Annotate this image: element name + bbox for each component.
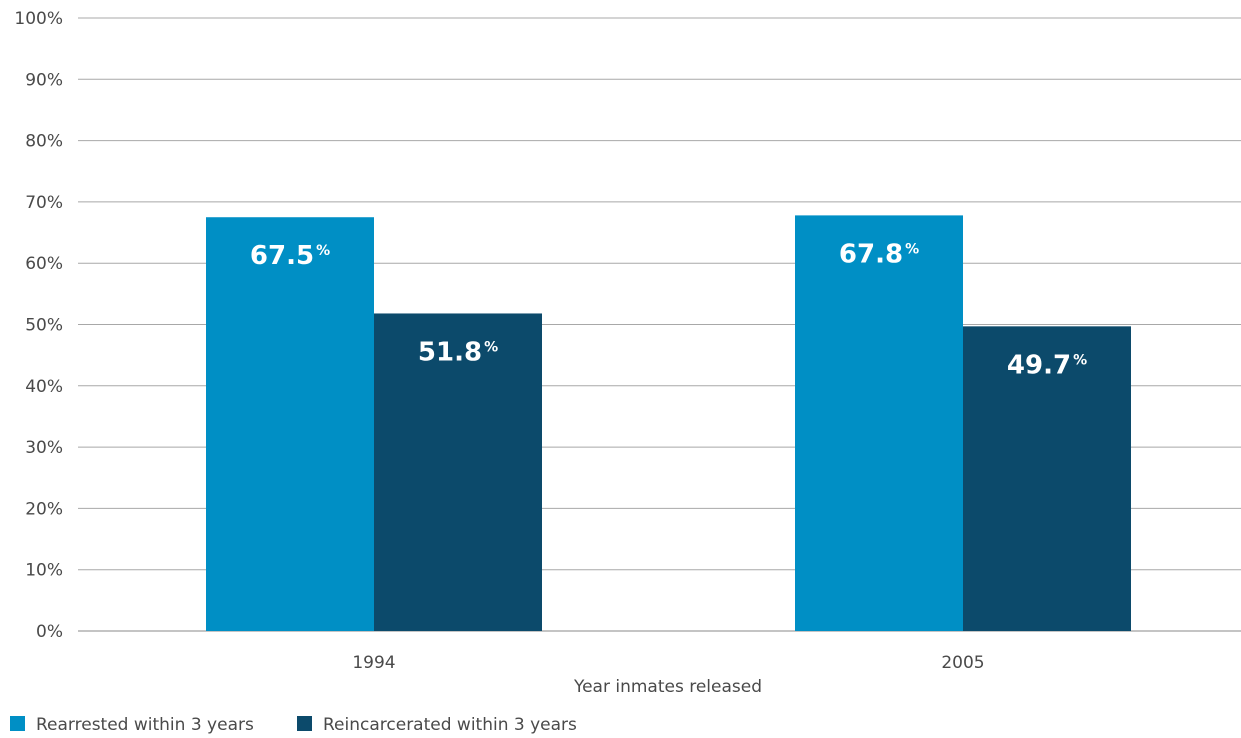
x-axis-title: Year inmates released (573, 677, 762, 697)
legend-label: Rearrested within 3 years (36, 715, 254, 735)
data-label: 67.8% (839, 239, 919, 269)
bar-rearrested-2005 (795, 215, 963, 632)
y-tick-label: 20% (25, 499, 63, 519)
y-tick-label: 100% (14, 9, 63, 29)
y-tick-label: 90% (25, 70, 63, 90)
bar-reincarcerated-1994 (374, 313, 542, 631)
x-category-label: 1994 (352, 653, 395, 673)
y-tick-label: 70% (25, 193, 63, 213)
x-category-label: 2005 (941, 653, 984, 673)
bar-reincarcerated-2005 (963, 326, 1131, 631)
y-tick-label: 50% (25, 316, 63, 336)
y-tick-label: 40% (25, 377, 63, 397)
y-tick-label: 80% (25, 132, 63, 152)
data-label: 67.5% (250, 241, 330, 271)
y-tick-label: 0% (36, 622, 63, 642)
legend: Rearrested within 3 years Reincarcerated … (10, 715, 577, 735)
legend-label: Reincarcerated within 3 years (323, 715, 577, 735)
y-tick-label: 10% (25, 561, 63, 581)
bars (206, 215, 1131, 632)
y-axis-ticks: 0% 10% 20% 30% 40% 50% 60% 70% 80% 90% 100% (14, 9, 63, 642)
bar-rearrested-1994 (206, 217, 374, 631)
y-tick-label: 60% (25, 254, 63, 274)
data-label: 51.8% (418, 337, 498, 367)
legend-swatch (10, 716, 25, 731)
y-tick-label: 30% (25, 438, 63, 458)
legend-swatch (297, 716, 312, 731)
data-labels: 67.5 % 51.8 % 67.8 % 49.7% (250, 239, 1087, 380)
x-axis-categories: 1994 2005 (352, 653, 984, 673)
data-label: 49.7% (1007, 350, 1087, 380)
